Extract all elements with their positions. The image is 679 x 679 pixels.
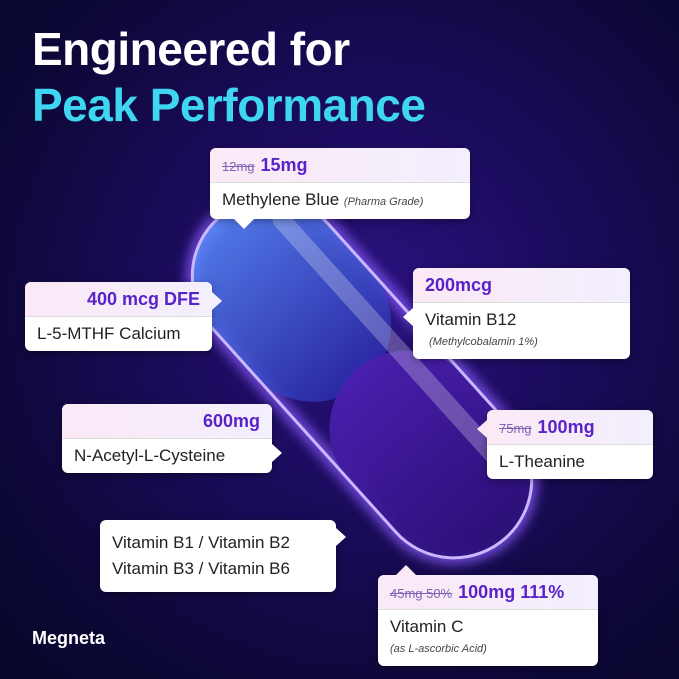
old-dose: 75mg [499,421,532,436]
name: N-Acetyl-L-Cysteine [74,446,226,465]
callout: Vitamin B1 / Vitamin B2 Vitamin B3 / Vit… [100,520,346,592]
brand-logo: Megneta [32,628,106,648]
dose: 100mg [537,417,595,437]
note: (Methylcobalamin 1%) [429,336,538,348]
dose: 400 mcg DFE [25,282,212,317]
name: Methylene Blue [222,190,340,209]
callout: 400 mcg DFE L-5-MTHF Calcium [25,282,222,351]
name: L-Theanine [499,452,586,471]
callout: 200mcg Vitamin B12 (Methylcobalamin 1%) [403,268,630,359]
name: Vitamin C [390,617,464,636]
callout: 75mg 100mg L-Theanine [477,410,653,479]
note: (as L-ascorbic Acid) [390,643,487,655]
dose: 600mg [62,404,272,439]
callout: 12mg 15mg Methylene Blue (Pharma Grade) [210,148,470,229]
old-dose: 12mg [222,159,255,174]
callout: 45mg 50% 100mg 111% Vitamin C (as L-ascorb… [378,565,598,666]
dose: 200mcg [413,268,630,303]
name: Vitamin B3 / Vitamin B6 [112,559,290,578]
name: Vitamin B12 [425,310,517,329]
callout: 600mg N-Acetyl-L-Cysteine [62,404,282,473]
note: (Pharma Grade) [343,196,424,208]
name: L-5-MTHF Calcium [37,324,181,343]
title: Engineered for [32,23,350,75]
dose: 15mg [260,155,308,175]
name: Vitamin B1 / Vitamin B2 [112,533,290,552]
old-dose: 45mg 50% [390,586,453,601]
title: Peak Performance [32,79,426,131]
dose: 100mg 111% [458,582,565,602]
